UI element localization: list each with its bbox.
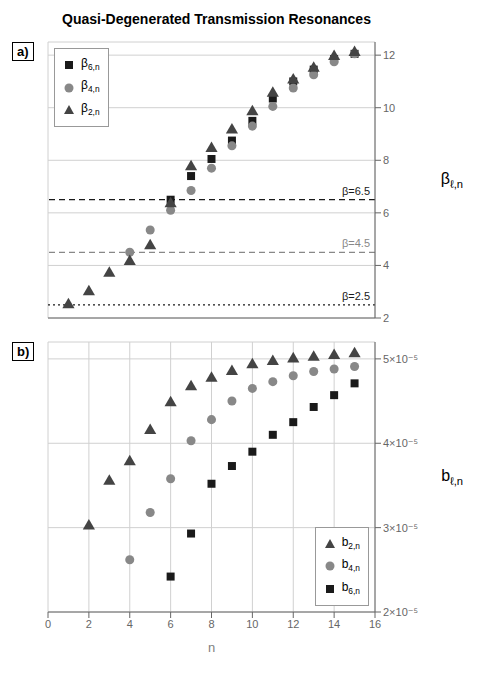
html-text:β4,n: β4,n	[81, 78, 100, 95]
html-text:a): a)	[17, 44, 29, 59]
svg-text:β=2.5: β=2.5	[342, 290, 370, 302]
html-text:b4,n: b4,n	[341, 557, 360, 574]
html-text:Quasi-Degenerated Transmission: Quasi-Degenerated Transmission Resonance…	[62, 11, 371, 27]
svg-text:5×10⁻⁵: 5×10⁻⁵	[383, 353, 418, 365]
html-text:β2,n: β2,n	[81, 100, 100, 118]
svg-text:12: 12	[287, 618, 299, 630]
svg-text:6: 6	[168, 618, 174, 630]
html-text:b2,n: b2,n	[341, 534, 360, 552]
svg-text:4: 4	[383, 259, 389, 271]
svg-text:10: 10	[383, 102, 395, 114]
svg-text:10: 10	[246, 618, 258, 630]
svg-text:6: 6	[383, 207, 389, 219]
html-text:b): b)	[17, 344, 30, 359]
svg-text:4: 4	[127, 618, 133, 630]
svg-text:2: 2	[383, 312, 389, 324]
svg-text:14: 14	[328, 618, 340, 630]
html-text:b6,n: b6,n	[341, 579, 360, 596]
svg-text:8: 8	[208, 618, 214, 630]
svg-text:0: 0	[45, 618, 51, 630]
svg-text:β=6.5: β=6.5	[342, 185, 370, 197]
svg-text:β=4.5: β=4.5	[342, 237, 370, 249]
html-text:βℓ,n: βℓ,n	[440, 170, 463, 191]
svg-text:4×10⁻⁵: 4×10⁻⁵	[383, 437, 418, 449]
svg-text:n: n	[208, 640, 215, 655]
svg-text:12: 12	[383, 49, 395, 61]
svg-text:3×10⁻⁵: 3×10⁻⁵	[383, 522, 418, 534]
html-text:β6,n: β6,n	[81, 56, 100, 73]
svg-text:2×10⁻⁵: 2×10⁻⁵	[383, 606, 418, 618]
svg-text:2: 2	[86, 618, 92, 630]
html-text:bℓ,n: bℓ,n	[441, 467, 463, 488]
svg-text:8: 8	[383, 154, 389, 166]
svg-text:16: 16	[369, 618, 381, 630]
